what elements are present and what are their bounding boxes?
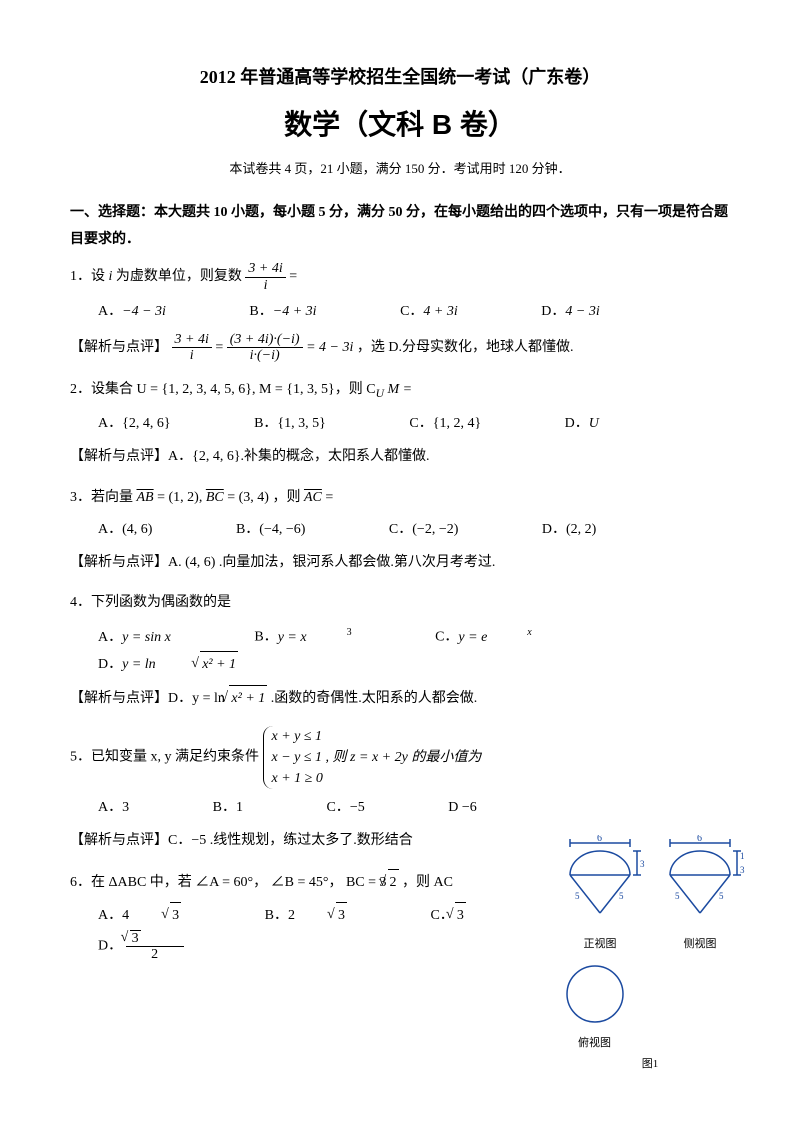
q5-opt-a: A．3	[98, 795, 169, 822]
q5-options: A．3 B．1 C．−5 D −6	[98, 795, 730, 822]
q2-opt-a: A．{2, 4, 6}	[98, 411, 211, 438]
section-1-header: 一、选择题：本大题共 10 小题，每小题 5 分，满分 50 分，在每小题给出的…	[70, 200, 730, 253]
q5-stem-pre: 5．已知变量 x, y 满足约束条件	[70, 750, 263, 765]
q3-opt-c: C．(−2, −2)	[389, 517, 498, 544]
q2-stem: 2．设集合 U = {1, 2, 3, 4, 5, 6}, M = {1, 3,…	[70, 382, 376, 397]
figure-caption: 图1	[550, 1054, 750, 1075]
q6-opt-a: A．43	[98, 902, 221, 930]
svg-text:5: 5	[575, 891, 580, 901]
svg-text:5: 5	[719, 891, 724, 901]
q1-opt-a: A．−4 − 3i	[98, 299, 206, 326]
q1-opt-d: D．4 − 3i	[541, 299, 639, 326]
question-4: 4．下列函数为偶函数的是	[70, 590, 730, 617]
q1-c-mid-d: i·(−i)	[227, 348, 303, 363]
q3-vec-bc: BC	[206, 490, 224, 505]
q4-comment-pre: 【解析与点评】D．y = ln	[70, 691, 225, 706]
q5-system: x + y ≤ 1 x − y ≤ 1 , 则 z = x + 2y 的最小值为…	[263, 726, 482, 789]
q6-stem-sqrt: 2	[388, 869, 399, 897]
svg-text:3: 3	[740, 865, 745, 875]
q3-eq2: = (3, 4) ，则	[224, 490, 304, 505]
q1-opt-b: B．−4 + 3i	[249, 299, 356, 326]
q2-opt-b: B．{1, 3, 5}	[254, 411, 366, 438]
q1-comment-tail: ，选 D.分母实数化，地球人都懂做.	[357, 340, 574, 355]
q3-comment: 【解析与点评】A. (4, 6) .向量加法，银河系人都会做.第八次月考考过.	[70, 550, 730, 577]
q3-vec-ac: AC	[304, 490, 322, 505]
q4-comment-tail: .函数的奇偶性.太阳系的人都会做.	[271, 691, 478, 706]
q5-c3: x + 1 ≥ 0	[272, 771, 323, 786]
side-view-label: 侧视图	[684, 934, 717, 955]
svg-text:1: 1	[740, 851, 745, 861]
question-2: 2．设集合 U = {1, 2, 3, 4, 5, 6}, M = {1, 3,…	[70, 377, 730, 405]
q1-comment-label: 【解析与点评】	[70, 340, 168, 355]
q1-c-rhs: = 4 − 3i	[306, 340, 353, 355]
q4-comment-sqrt: x² + 1	[229, 685, 267, 713]
q2-opt-c: C．{1, 2, 4}	[409, 411, 521, 438]
q5-c2: x − y ≤ 1 , 则 z = x + 2y 的最小值为	[272, 750, 482, 765]
q1-c-mid-n: (3 + 4i)·(−i)	[227, 332, 303, 348]
q1-frac-num: 3 + 4i	[245, 261, 285, 277]
q3-opt-d: D．(2, 2)	[542, 517, 636, 544]
q4-opt-c: C．y = ex	[435, 623, 572, 651]
q6-opt-b: B．23	[265, 902, 387, 930]
q1-c-lhs-n: 3 + 4i	[172, 332, 212, 348]
q3-eq3: =	[322, 490, 333, 505]
q2-options: A．{2, 4, 6} B．{1, 3, 5} C．{1, 2, 4} D．U	[98, 411, 730, 438]
q1-stem-pre: 1．设	[70, 269, 109, 284]
q5-opt-d: D −6	[448, 795, 517, 822]
svg-text:5: 5	[675, 891, 680, 901]
q2-opt-d: D．U	[565, 411, 639, 438]
front-view-label: 正视图	[584, 934, 617, 955]
question-5: 5．已知变量 x, y 满足约束条件 x + y ≤ 1 x − y ≤ 1 ,…	[70, 726, 730, 789]
exam-subtitle: 本试卷共 4 页，21 小题，满分 150 分．考试用时 120 分钟．	[70, 157, 730, 182]
q4-comment: 【解析与点评】D．y = ln x² + 1 .函数的奇偶性.太阳系的人都会做.	[70, 685, 730, 713]
svg-text:5: 5	[619, 891, 624, 901]
q3-options: A．(4, 6) B．(−4, −6) C．(−2, −2) D．(2, 2)	[98, 517, 730, 544]
q4-opt-d: D．y = ln x² + 1	[98, 651, 278, 679]
q2-tail: M =	[384, 382, 412, 397]
q6-stem-tail: ，则 AC	[402, 875, 453, 890]
q1-comment: 【解析与点评】 3 + 4ii = (3 + 4i)·(−i)i·(−i) = …	[70, 332, 730, 364]
q1-options: A．−4 − 3i B．−4 + 3i C．4 + 3i D．4 − 3i	[98, 299, 730, 326]
q1-c-lhs-d: i	[172, 348, 212, 363]
q5-opt-c: C．−5	[326, 795, 404, 822]
q4-opt-a: A．y = sin x	[98, 625, 211, 652]
q3-opt-a: A．(4, 6)	[98, 517, 192, 544]
q5-c1: x + y ≤ 1	[272, 729, 323, 744]
q5-opt-b: B．1	[213, 795, 283, 822]
svg-text:6: 6	[597, 835, 602, 844]
q4-opt-b: B．y = x3	[254, 623, 391, 651]
question-1: 1．设 i 为虚数单位，则复数 3 + 4i i =	[70, 261, 730, 293]
svg-text:3: 3	[640, 859, 645, 869]
q3-opt-b: B．(−4, −6)	[236, 517, 345, 544]
q2-sub: U	[376, 387, 384, 400]
side-view-icon: 6 1 3 5 5	[655, 835, 745, 930]
question-3: 3．若向量 AB = (1, 2), BC = (3, 4) ，则 AC =	[70, 485, 730, 512]
q1-opt-c: C．4 + 3i	[400, 299, 498, 326]
front-view-icon: 6 3 5 5	[555, 835, 645, 930]
top-view-icon	[560, 959, 630, 1029]
q6-opt-c: C．3	[430, 902, 505, 930]
q1-frac-den: i	[245, 278, 285, 293]
exam-title-line1: 2012 年普通高等学校招生全国统一考试（广东卷）	[70, 60, 730, 94]
exam-title-line2: 数学（文科 B 卷）	[70, 98, 730, 151]
q4-options: A．y = sin x B．y = x3 C．y = ex D．y = ln x…	[98, 623, 730, 679]
figure-1: 6 3 5 5 6 1 3 5 5	[550, 835, 750, 1075]
q3-eq1: = (1, 2),	[154, 490, 206, 505]
top-view-label: 俯视图	[550, 1033, 750, 1054]
q1-fraction: 3 + 4i i	[245, 261, 285, 293]
q1-stem-mid: 为虚数单位，则复数	[116, 269, 246, 284]
q6-stem: 6．在 ΔABC 中，若 ∠A = 60°， ∠B = 45°， BC = 3	[70, 875, 387, 890]
svg-text:6: 6	[697, 835, 702, 844]
q2-comment: 【解析与点评】A．{2, 4, 6}.补集的概念，太阳系人都懂做.	[70, 444, 730, 471]
q3-stem: 3．若向量	[70, 490, 137, 505]
q6-opt-d: D． 32	[98, 930, 264, 963]
q3-vec-ab: AB	[137, 490, 154, 505]
